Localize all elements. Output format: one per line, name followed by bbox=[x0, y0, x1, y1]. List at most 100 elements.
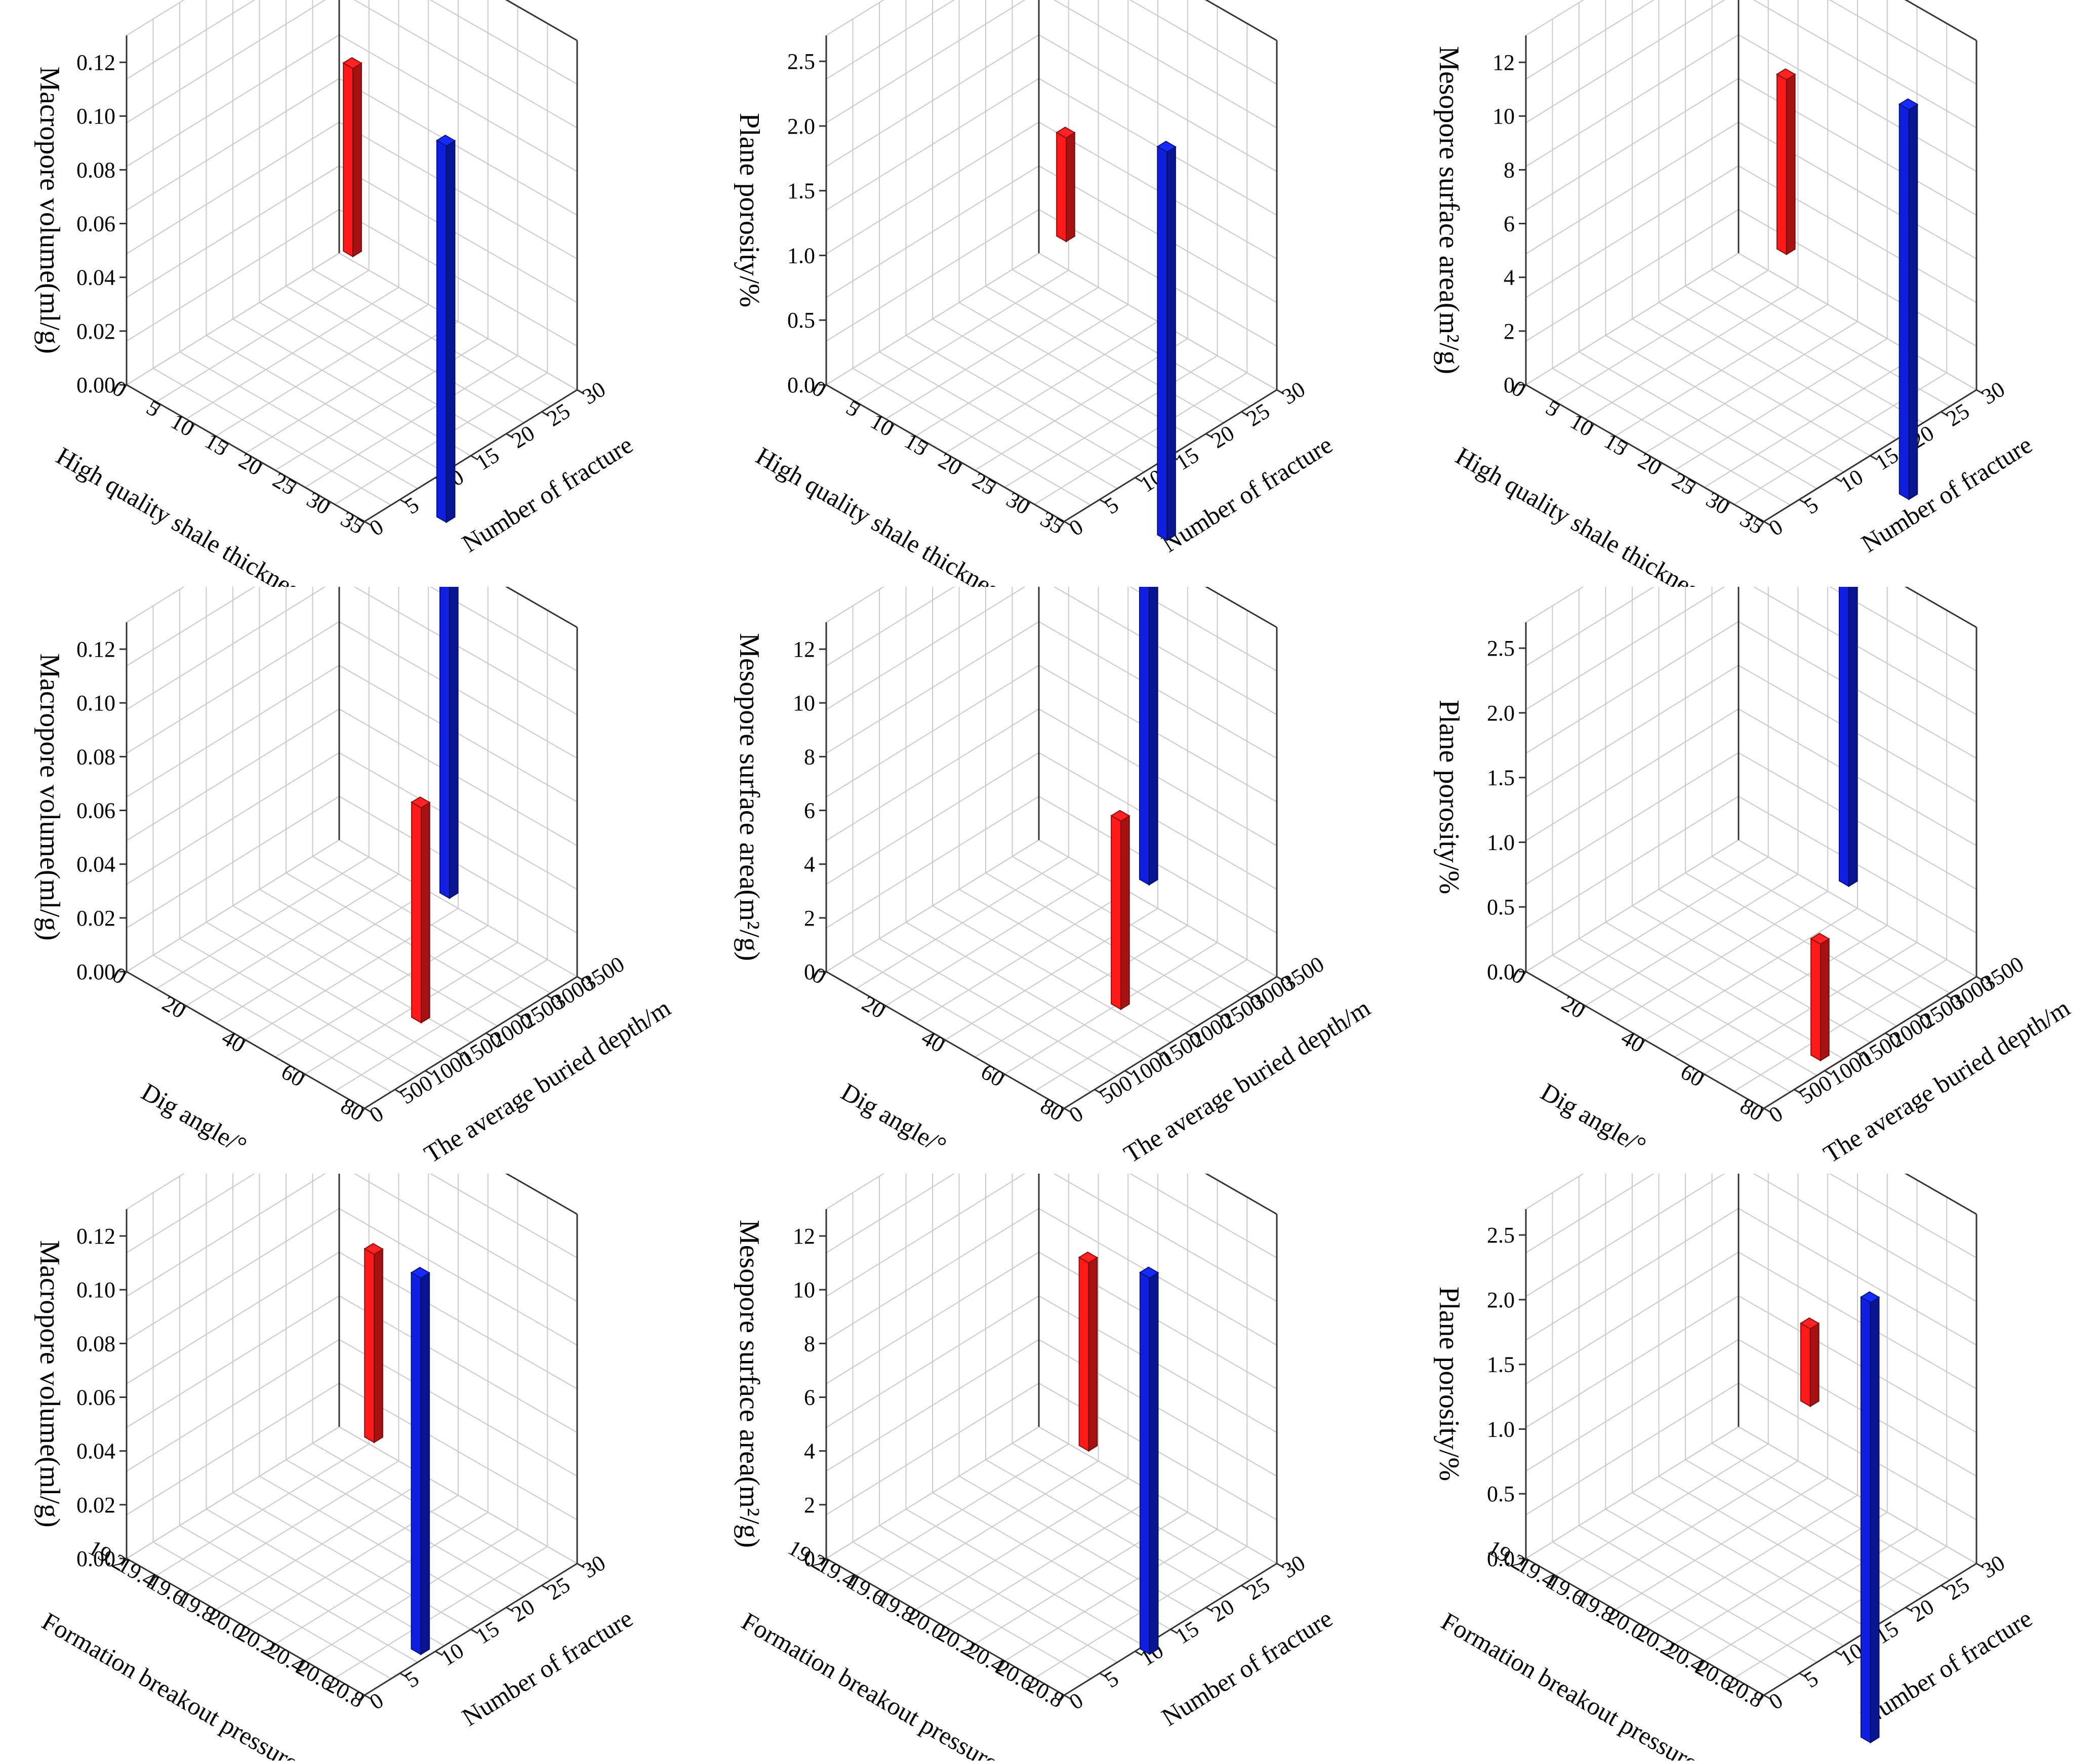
grid-line bbox=[1012, 1443, 1250, 1581]
y-tick-label: 20 bbox=[1206, 1594, 1238, 1627]
axis-line bbox=[505, 1174, 578, 1215]
bar-top-face bbox=[1139, 1266, 1159, 1279]
x-tick-mark bbox=[239, 1039, 247, 1048]
z-tick-label: 0.5 bbox=[1487, 895, 1515, 919]
grid-line bbox=[126, 0, 256, 80]
bar-side-face bbox=[1149, 1271, 1159, 1655]
y-tick-label: 5 bbox=[1800, 492, 1823, 519]
grid-line bbox=[1659, 1475, 1897, 1614]
bar-front-face bbox=[1860, 1296, 1871, 1744]
grid-line bbox=[429, 0, 578, 85]
y-tick-label: 0 bbox=[1764, 1688, 1787, 1714]
bar-side-face bbox=[1908, 103, 1918, 501]
x-tick-label: 30 bbox=[303, 487, 335, 519]
grid-line bbox=[1659, 302, 1897, 440]
z-axis-label: Plane porosity/% bbox=[734, 113, 765, 307]
y-tick-mark bbox=[1854, 1051, 1863, 1057]
y-tick-label: 15 bbox=[1171, 1616, 1203, 1649]
x-tick-mark bbox=[1580, 1005, 1586, 1014]
y-tick-mark bbox=[1135, 477, 1143, 483]
grid-line bbox=[126, 1174, 256, 1254]
y-tick-mark bbox=[1276, 976, 1284, 982]
x-tick-mark bbox=[358, 1108, 366, 1116]
z-tick-label: 1.5 bbox=[1487, 1352, 1515, 1377]
grid-lines bbox=[126, 0, 578, 522]
y-tick-mark bbox=[425, 1070, 433, 1076]
bar-top-face bbox=[1776, 68, 1796, 81]
bar-top-face bbox=[1156, 141, 1177, 153]
grid-line bbox=[1525, 0, 1584, 36]
grid-line bbox=[126, 0, 185, 36]
y-tick-mark bbox=[1763, 521, 1771, 527]
y-tick-label: 0 bbox=[1065, 1101, 1087, 1128]
y-tick-label: 0 bbox=[1065, 514, 1087, 541]
grid-line bbox=[1053, 1174, 1277, 1302]
z-tick-label: 0 bbox=[1504, 373, 1515, 397]
bar-top-face bbox=[1110, 810, 1130, 822]
x-tick-mark bbox=[1554, 404, 1561, 412]
grid-line bbox=[1738, 839, 1977, 977]
z-tick-label: 0.00 bbox=[76, 959, 115, 984]
z-tick-label: 2.5 bbox=[1487, 636, 1515, 661]
grid-line bbox=[275, 338, 489, 471]
z-tick-label: 2.0 bbox=[787, 114, 815, 139]
grid-line bbox=[826, 1174, 1026, 1297]
z-tick-label: 1.0 bbox=[1487, 1417, 1515, 1442]
y-tick-mark bbox=[1941, 1585, 1949, 1590]
grid-line bbox=[259, 889, 498, 1027]
y-tick-label: 20 bbox=[507, 420, 539, 453]
y-tick-mark bbox=[1976, 1563, 1984, 1569]
bar-front-face bbox=[1899, 103, 1910, 500]
grid-line bbox=[339, 839, 578, 977]
grid-line bbox=[1525, 34, 1739, 167]
z-tick-label: 6 bbox=[804, 798, 815, 823]
y-tick-mark bbox=[1185, 1032, 1193, 1038]
x-tick-mark bbox=[120, 971, 128, 979]
grid-line bbox=[1004, 942, 1218, 1075]
y-tick-label: 5 bbox=[1100, 1666, 1123, 1693]
x-tick-mark bbox=[969, 1643, 976, 1652]
grid-line bbox=[826, 1174, 955, 1254]
z-tick-label: 0.00 bbox=[76, 1546, 115, 1571]
x-axis-label: High quality shale thickness/m bbox=[751, 442, 1036, 587]
grid-line bbox=[1034, 959, 1247, 1092]
z-tick-label: 0.0 bbox=[1487, 959, 1515, 984]
grid-line bbox=[126, 587, 185, 623]
y-tick-mark bbox=[1794, 1089, 1802, 1095]
blue-bar bbox=[1839, 587, 1858, 888]
x-tick-mark bbox=[1609, 1609, 1616, 1618]
axis-frame bbox=[1525, 587, 1977, 1109]
x-tick-mark bbox=[1550, 1575, 1556, 1583]
x-tick-label: 20 bbox=[158, 991, 190, 1023]
grid-line bbox=[126, 587, 256, 667]
bar-front-face bbox=[1810, 938, 1821, 1062]
grid-line bbox=[1738, 34, 1977, 172]
grid-line bbox=[1674, 925, 1888, 1058]
y-tick-mark bbox=[1834, 477, 1842, 483]
z-tick-label: 2.5 bbox=[787, 49, 815, 74]
bar-side-face bbox=[1088, 1256, 1098, 1452]
z-tick-label: 12 bbox=[1492, 50, 1515, 75]
y-tick-label: 20 bbox=[1906, 1594, 1938, 1627]
y-tick-mark bbox=[546, 994, 554, 1000]
grid-line bbox=[975, 338, 1188, 471]
bar-top-face bbox=[1860, 1291, 1880, 1303]
axis-line bbox=[364, 976, 578, 1109]
x-tick-mark bbox=[1699, 1073, 1705, 1082]
z-tick-label: 2.0 bbox=[1487, 1288, 1515, 1312]
grid-line bbox=[959, 889, 1197, 1027]
axis-line bbox=[1204, 0, 1277, 42]
x-tick-label: 40 bbox=[1617, 1025, 1649, 1057]
grid-line bbox=[985, 286, 1224, 423]
x-tick-label: 10 bbox=[866, 409, 898, 441]
x-tick-mark bbox=[854, 404, 861, 412]
y-tick-label: 10 bbox=[1835, 464, 1867, 497]
grid-line bbox=[826, 587, 955, 667]
y-tick-label: 25 bbox=[1942, 398, 1973, 431]
x-tick-mark bbox=[820, 384, 827, 392]
bar-top-face bbox=[411, 796, 431, 809]
grid-line bbox=[126, 78, 340, 211]
y-tick-mark bbox=[1834, 1651, 1842, 1656]
